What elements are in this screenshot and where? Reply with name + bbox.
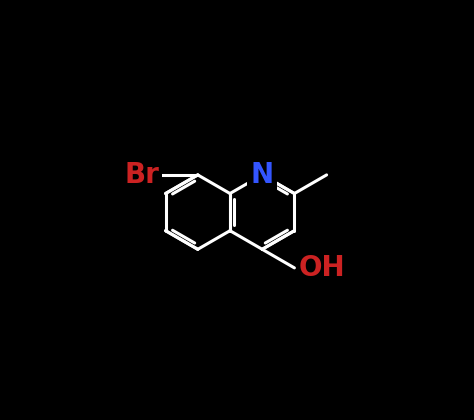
Text: N: N (251, 161, 274, 189)
Text: Br: Br (124, 161, 159, 189)
Text: OH: OH (298, 254, 345, 282)
